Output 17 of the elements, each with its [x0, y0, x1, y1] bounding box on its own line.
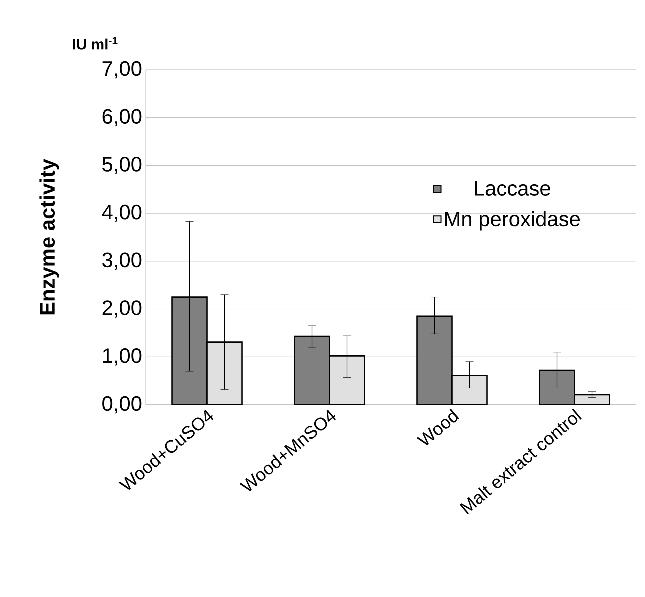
bar — [452, 375, 488, 405]
legend-label: Mn peroxidase — [445, 211, 580, 231]
bar — [294, 336, 330, 405]
y-axis-title: Enzyme activity — [40, 159, 60, 315]
bar — [574, 394, 610, 405]
y-tick-label: 7,00 — [102, 61, 142, 79]
y-tick-label: 5,00 — [102, 157, 142, 174]
y-tick-label: 6,00 — [102, 109, 142, 126]
y-tick-label: 4,00 — [102, 204, 142, 222]
text: IU ml$^{-1}$ — [73, 37, 118, 50]
bar — [416, 316, 453, 405]
y-tick-label: 3,00 — [102, 252, 142, 270]
bar — [539, 370, 576, 405]
y-tick-label: 2,00 — [102, 300, 142, 318]
bar — [329, 356, 366, 405]
y-tick-label: 1,00 — [103, 348, 142, 366]
legend-label: Laccase — [475, 181, 550, 196]
